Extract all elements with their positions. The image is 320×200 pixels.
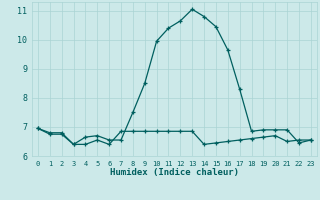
X-axis label: Humidex (Indice chaleur): Humidex (Indice chaleur) <box>110 168 239 177</box>
